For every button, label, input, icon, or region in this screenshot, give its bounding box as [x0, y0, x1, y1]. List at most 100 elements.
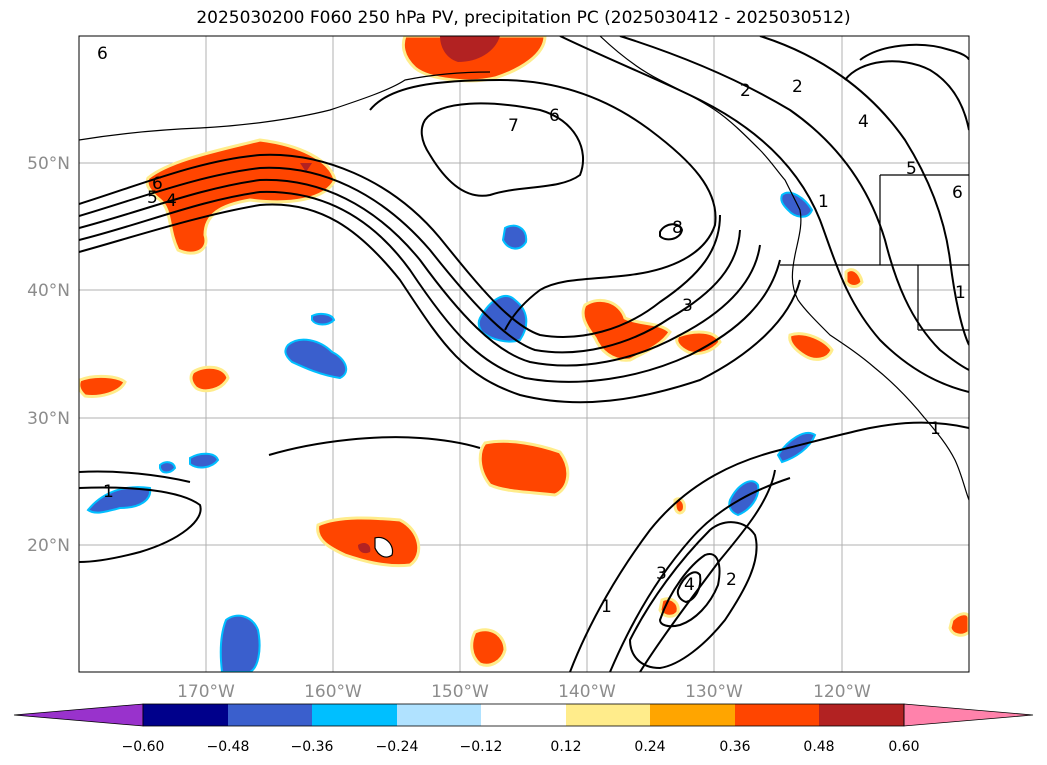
colorbar-tick-label: 0.24 [634, 739, 665, 755]
pv-label: 4 [684, 575, 695, 595]
precip-core-hawaii [358, 542, 371, 554]
pv-label: 2 [726, 570, 737, 590]
precip-area-tropics-dot [673, 497, 686, 515]
pv-contour-outer [79, 203, 801, 404]
pv-label: 6 [952, 183, 963, 203]
hawaii-island-outline [374, 536, 394, 558]
precip-area-california-2 [844, 268, 864, 288]
precip-area-mid-pacific-1 [581, 299, 672, 362]
lon-label-150w: 150°W [431, 682, 489, 702]
pv-contour-tropics-2 [609, 477, 791, 672]
pv-label: 1 [818, 192, 829, 212]
lon-label-160w: 160°W [304, 682, 362, 702]
precip-core-alaska [440, 36, 500, 62]
precip-neg-area-2 [477, 295, 528, 343]
precip-neg-area-7 [159, 461, 177, 474]
lat-label-20n: 20°N [27, 536, 70, 556]
pv-contour-jet-east-3 [759, 36, 969, 346]
pv-label: 8 [672, 218, 683, 238]
colorbar-segment [819, 704, 904, 726]
colorbar-tick-label: 0.60 [888, 739, 919, 755]
colorbar-tick-label: 0.48 [803, 739, 834, 755]
precip-neg-area-11 [780, 191, 814, 218]
precip-neg-area-10 [776, 432, 817, 464]
precip-area-hawaii [316, 516, 421, 568]
colorbar-tick-label: −0.36 [291, 739, 334, 755]
pv-contour-2 [79, 190, 781, 383]
colorbar-tick-label: 0.12 [550, 739, 581, 755]
colorbar-min-arrow [13, 703, 144, 727]
precip-area-west-2 [189, 365, 230, 393]
lat-label-30n: 30°N [27, 409, 70, 429]
colorbar [13, 703, 1034, 727]
pv-label: 4 [166, 191, 177, 211]
precip-neg-area-1 [284, 338, 348, 380]
coastline-north-america [599, 36, 969, 501]
lon-label-130w: 130°W [685, 682, 743, 702]
precip-neg-area-3 [501, 224, 528, 250]
coastline-alaska [79, 71, 491, 141]
gridlines [79, 36, 969, 672]
map-frame [78, 35, 970, 673]
pv-label: 3 [656, 564, 667, 584]
pv-label: 1 [930, 419, 941, 439]
pv-label: 6 [97, 44, 108, 64]
pv-contours [79, 36, 969, 672]
pv-label: 1 [601, 597, 612, 617]
colorbar-max-arrow [903, 703, 1034, 727]
pv-contour-trough-1 [268, 436, 481, 456]
pv-contour-8-loop [659, 223, 684, 241]
pv-contour-tropics-5 [676, 571, 702, 604]
colorbar-tick-label: −0.24 [376, 739, 419, 755]
pv-label: 5 [906, 159, 917, 179]
pv-label: 4 [858, 112, 869, 132]
pv-contour-tropics-outer [639, 469, 776, 672]
pv-contour-labels: 6 6 5 4 7 6 8 3 2 2 4 5 6 1 1 1 1 3 4 2 … [97, 44, 966, 617]
colorbar-segment [735, 704, 819, 726]
precip-neg-area-8 [219, 614, 261, 672]
colorbar-segment [312, 704, 397, 726]
pv-contour-southern-2 [79, 470, 191, 483]
precip-neg-area-6 [189, 452, 220, 469]
pv-label: 2 [740, 81, 751, 101]
colorbar-segment [481, 704, 566, 726]
precip-core-north [300, 163, 312, 172]
pv-label: 6 [152, 174, 163, 194]
pv-contour-4 [79, 166, 741, 354]
precip-area-california-1 [788, 332, 834, 361]
latitude-labels: 50°N 40°N 30°N 20°N [27, 154, 70, 556]
pv-label: 7 [508, 116, 519, 136]
pv-contour-ne-ring [844, 43, 969, 131]
pv-label: 3 [682, 296, 693, 316]
pv-contour-3 [79, 178, 761, 367]
longitude-labels: 170°W 160°W 150°W 140°W 130°W 120°W [177, 682, 871, 702]
pv-contour-inner-ring [369, 78, 717, 331]
lon-label-140w: 140°W [558, 682, 616, 702]
precip-negative-areas [86, 191, 817, 672]
precip-area-se-corner [948, 612, 969, 637]
colorbar-tick-labels: −0.60 −0.48 −0.36 −0.24 −0.12 0.12 0.24 … [122, 739, 920, 755]
pv-label: 5 [147, 188, 158, 208]
colorbar-segment [650, 704, 735, 726]
colorbar-tick-label: −0.60 [122, 739, 165, 755]
precip-area-west-1 [79, 374, 127, 398]
precip-strong-cores [300, 36, 500, 554]
lon-label-170w: 170°W [177, 682, 235, 702]
pv-label: 6 [549, 106, 560, 126]
precip-positive-areas [79, 36, 969, 667]
pv-contour-southern-1 [79, 486, 202, 563]
pv-label: 2 [792, 77, 803, 97]
map-content [79, 36, 969, 672]
pv-label: 1 [103, 482, 114, 502]
precip-area-mid-pacific-2 [675, 330, 722, 356]
pv-contour-jet-east-2 [619, 36, 969, 371]
colorbar-tick-label: 0.36 [719, 739, 750, 755]
pv-contour-jet-east-1 [559, 36, 969, 393]
map-title: 2025030200 F060 250 hPa PV, precipitatio… [196, 8, 851, 28]
colorbar-segment [397, 704, 481, 726]
colorbar-segment [228, 704, 312, 726]
lon-label-120w: 120°W [813, 682, 871, 702]
colorbar-segment [143, 704, 228, 726]
pv-contour-tropics-1 [569, 421, 969, 672]
